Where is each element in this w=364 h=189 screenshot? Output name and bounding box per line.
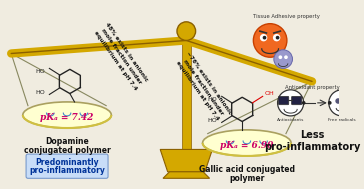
- Text: 48% exists in anionic
mole fraction under
equilibrium at pH 7.4: 48% exists in anionic mole fraction unde…: [93, 22, 149, 91]
- Circle shape: [328, 101, 332, 105]
- Text: conjugated polymer: conjugated polymer: [24, 146, 110, 155]
- Text: OH: OH: [265, 91, 274, 96]
- Circle shape: [329, 90, 355, 116]
- Text: Free radicals: Free radicals: [328, 119, 356, 122]
- Circle shape: [278, 55, 282, 59]
- Text: pKₐ = 7.42: pKₐ = 7.42: [40, 113, 94, 122]
- Circle shape: [263, 36, 266, 40]
- Text: pro-inflammatory: pro-inflammatory: [29, 166, 105, 175]
- Text: Gallic acid conjugated: Gallic acid conjugated: [199, 165, 295, 174]
- FancyBboxPatch shape: [26, 154, 108, 178]
- Polygon shape: [163, 172, 210, 178]
- Text: Predominantly: Predominantly: [35, 158, 99, 167]
- Circle shape: [253, 24, 287, 57]
- Circle shape: [273, 34, 280, 41]
- Circle shape: [260, 34, 267, 41]
- Circle shape: [335, 98, 341, 104]
- Text: pKₐ = 6.90: pKₐ = 6.90: [220, 141, 273, 150]
- Text: HO: HO: [35, 69, 45, 74]
- Ellipse shape: [203, 130, 291, 156]
- Text: Dopamine: Dopamine: [45, 137, 89, 146]
- Ellipse shape: [23, 102, 111, 128]
- Circle shape: [274, 50, 293, 68]
- Polygon shape: [160, 149, 212, 172]
- FancyBboxPatch shape: [292, 96, 302, 105]
- Circle shape: [284, 55, 288, 59]
- Text: Antioxidant property: Antioxidant property: [285, 84, 339, 90]
- Text: HO: HO: [208, 97, 217, 102]
- Text: polymer: polymer: [229, 174, 265, 183]
- Circle shape: [177, 22, 195, 40]
- Text: pro-inflammatory: pro-inflammatory: [264, 142, 360, 152]
- Text: Less: Less: [300, 130, 324, 140]
- FancyBboxPatch shape: [278, 96, 289, 105]
- Polygon shape: [182, 40, 191, 149]
- Text: ~76% exists in anionic
mole fraction under
equilibrium at pH 7.4: ~76% exists in anionic mole fraction und…: [174, 51, 233, 123]
- Text: HO: HO: [35, 90, 45, 95]
- Circle shape: [343, 98, 348, 104]
- Text: Antioxidants: Antioxidants: [277, 119, 304, 122]
- Circle shape: [276, 36, 280, 40]
- Circle shape: [278, 90, 304, 116]
- Circle shape: [302, 101, 305, 105]
- Text: HO: HO: [208, 118, 217, 123]
- Text: Tissue Adhesive property: Tissue Adhesive property: [253, 14, 320, 19]
